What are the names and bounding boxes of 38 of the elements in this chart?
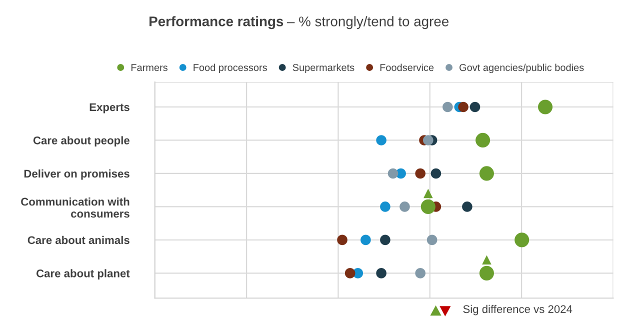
point: [479, 266, 494, 280]
legend-label: Foodservice: [380, 64, 434, 72]
text: Sig difference vs 2024: [463, 304, 572, 316]
y-tick-label: Communication with consumers: [21, 198, 130, 218]
point: [430, 168, 442, 179]
point: [442, 102, 453, 112]
point: [458, 102, 468, 112]
legend-label: Food processors: [194, 64, 267, 74]
point: [423, 135, 434, 146]
point: [415, 168, 426, 179]
point: [470, 102, 480, 112]
legend-label: Govt agencies/public bodies: [460, 64, 584, 74]
chart-subtitle: – % strongly/tend to agree: [286, 16, 449, 30]
legend-label: Farmers: [131, 64, 168, 72]
point: [376, 135, 386, 146]
point: [337, 234, 348, 246]
point: [344, 268, 356, 278]
point: [376, 268, 386, 278]
point: [476, 132, 490, 148]
point: [388, 168, 398, 179]
point: [380, 202, 390, 212]
point: [479, 166, 494, 181]
point: [426, 234, 438, 246]
legend-label: Supermarkets: [292, 64, 354, 74]
y-tick-label: Care about people: [33, 136, 130, 147]
point: [400, 202, 410, 212]
point: [415, 268, 426, 278]
y-tick-label: Experts: [90, 103, 130, 114]
chart-title: Performance ratings: [150, 16, 284, 30]
point: [514, 232, 530, 248]
point: [538, 100, 553, 114]
y-tick-label: Care about planet: [36, 269, 130, 280]
y-tick-label: Deliver on promises: [24, 169, 130, 180]
point: [462, 202, 472, 212]
point: [360, 234, 371, 246]
point: [420, 199, 436, 214]
point: [380, 234, 390, 246]
y-tick-label: Care about animals: [28, 236, 130, 244]
